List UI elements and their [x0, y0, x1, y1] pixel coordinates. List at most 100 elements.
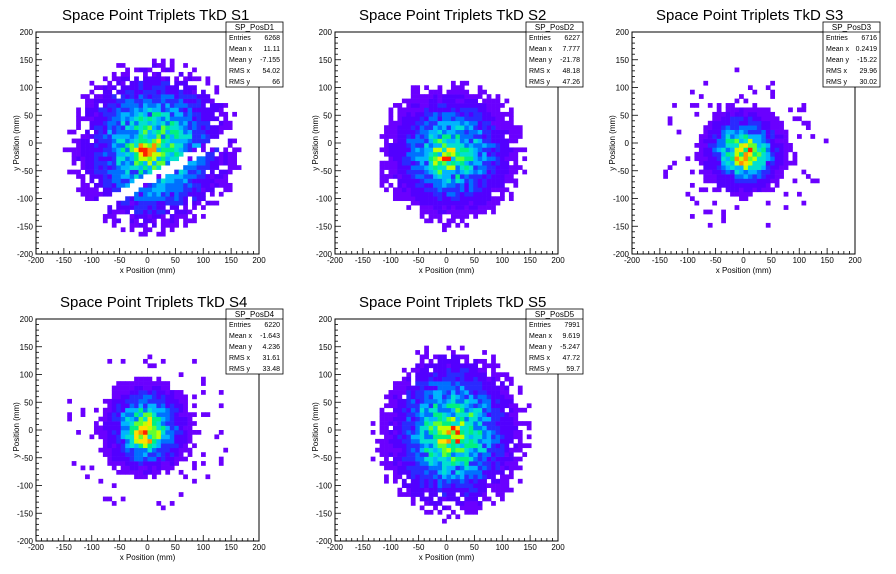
histogram-bin — [508, 487, 514, 493]
histogram-bin — [433, 407, 438, 413]
histogram-bin — [125, 125, 130, 130]
histogram-bin — [160, 390, 166, 395]
histogram-bin — [401, 425, 407, 431]
histogram-bin — [71, 129, 77, 135]
histogram-bin — [756, 125, 762, 130]
histogram-bin — [437, 416, 443, 422]
histogram-bin — [468, 465, 474, 471]
histogram-bin — [384, 456, 389, 462]
histogram-bin — [486, 200, 492, 206]
histogram-bin — [410, 434, 416, 440]
histogram-bin — [743, 98, 749, 104]
histogram-bin — [178, 492, 184, 497]
histogram-bin — [721, 169, 726, 175]
histogram-bin — [406, 412, 412, 417]
histogram-bin — [716, 169, 722, 175]
histogram-bin — [85, 160, 90, 166]
histogram-bin — [486, 116, 492, 122]
histogram-bin — [151, 205, 157, 210]
histogram-bin — [491, 182, 496, 188]
histogram-bin — [495, 394, 501, 400]
histogram-bin — [85, 98, 90, 104]
histogram-bin — [468, 116, 474, 122]
histogram-bin — [156, 111, 162, 117]
histogram-bin — [392, 169, 398, 175]
histogram-bin — [477, 205, 483, 210]
histogram-bin — [730, 160, 735, 166]
histogram-bin — [761, 116, 767, 122]
histogram-bin — [792, 156, 798, 162]
histogram-bin — [424, 447, 429, 453]
histogram-bin — [464, 412, 470, 417]
histogram-bin — [500, 129, 505, 135]
stats-key: Entries — [529, 35, 551, 42]
histogram-bin — [160, 80, 166, 86]
histogram-bin — [419, 367, 425, 373]
histogram-bin — [716, 129, 722, 135]
histogram-bin — [165, 178, 171, 184]
histogram-bin — [473, 178, 479, 184]
histogram-bin — [428, 205, 434, 210]
histogram-bin — [455, 191, 461, 197]
histogram-bin — [169, 443, 175, 449]
histogram-bin — [201, 214, 206, 219]
histogram-bin — [428, 430, 434, 435]
histogram-bin — [500, 125, 505, 130]
histogram-bin — [406, 381, 412, 386]
histogram-bin — [446, 416, 452, 422]
histogram-bin — [491, 403, 496, 409]
histogram-bin — [401, 367, 407, 373]
histogram-bin — [468, 492, 474, 497]
histogram-bin — [433, 354, 438, 360]
histogram-bin — [129, 156, 135, 162]
histogram-bin — [482, 111, 487, 117]
histogram-bin — [743, 143, 749, 148]
histogram-bin — [716, 143, 722, 148]
histogram-bin — [477, 474, 483, 480]
histogram-bin — [384, 147, 389, 153]
histogram-bin — [178, 103, 184, 108]
histogram-bin — [227, 151, 233, 157]
histogram-bin — [433, 151, 438, 157]
histogram-bin — [464, 143, 470, 148]
histogram-bin — [178, 394, 184, 400]
histogram-bin — [102, 421, 108, 426]
histogram-bin — [468, 191, 474, 197]
histogram-bin — [138, 452, 144, 457]
histogram-bin — [147, 147, 153, 153]
histogram-bin — [134, 76, 139, 82]
x-tick-label: 50 — [171, 256, 180, 265]
axis-ticks: -200 -150 -100 -50 0 50 100 150 200-200-150-100-… — [17, 315, 266, 552]
histogram-bin — [415, 138, 421, 144]
histogram-bin — [169, 151, 175, 157]
histogram-bin — [183, 421, 188, 426]
histogram-bin — [178, 398, 184, 404]
histogram-bin — [437, 385, 443, 391]
histogram-bin — [102, 165, 108, 170]
histogram-bin — [116, 165, 122, 170]
histogram-bin — [450, 191, 456, 197]
histogram-bin — [734, 129, 740, 135]
stats-value: 47.26 — [562, 79, 580, 86]
histogram-bin — [406, 487, 412, 493]
histogram-bin — [138, 120, 144, 126]
histogram-bin — [67, 169, 72, 175]
histogram-bin — [500, 143, 505, 148]
histogram-bin — [508, 116, 514, 122]
histogram-bin — [169, 421, 175, 426]
histogram-bin — [468, 416, 474, 422]
histogram-bin — [743, 120, 749, 126]
histogram-bin — [76, 138, 81, 144]
histogram-bin — [143, 98, 148, 104]
histogram-bin — [415, 363, 421, 369]
histogram-bin — [513, 403, 519, 409]
histogram-bin — [205, 111, 211, 117]
histogram-bin — [165, 147, 171, 153]
histogram-bin — [508, 178, 514, 184]
histogram-bin — [410, 456, 416, 462]
histogram-bin — [450, 385, 456, 391]
histogram-bin — [428, 116, 434, 122]
histogram-bin — [491, 456, 496, 462]
histogram-bin — [464, 394, 470, 400]
histogram-bin — [428, 107, 434, 113]
